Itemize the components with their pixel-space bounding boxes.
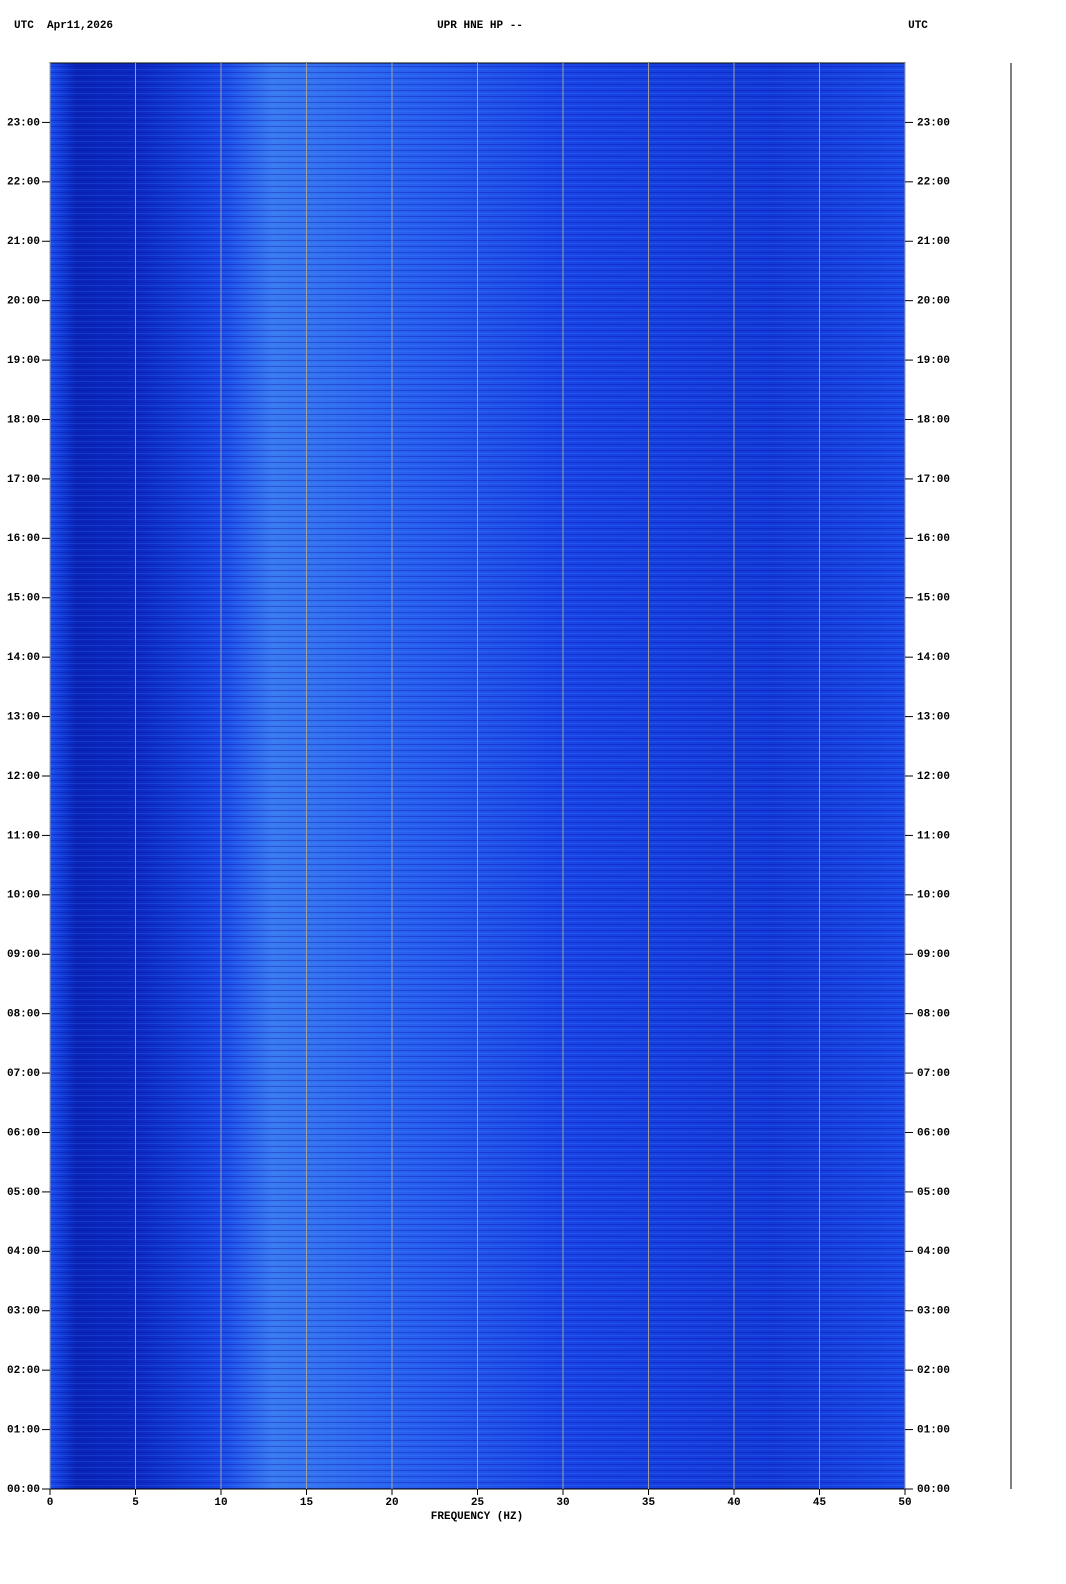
header-left: UTC Apr11,2026 <box>14 20 113 32</box>
y-tick-label: 05:00 <box>917 1187 950 1199</box>
y-tick-label: 07:00 <box>7 1068 40 1080</box>
y-tick-label: 02:00 <box>7 1365 40 1377</box>
y-tick-label: 07:00 <box>917 1068 950 1080</box>
y-tick-label: 10:00 <box>917 890 950 902</box>
y-tick-label: 09:00 <box>917 949 950 961</box>
y-tick-label: 15:00 <box>917 593 950 605</box>
y-tick-label: 00:00 <box>7 1484 40 1496</box>
x-tick-label: 35 <box>642 1497 656 1509</box>
y-tick-label: 17:00 <box>7 474 40 486</box>
y-tick-label: 15:00 <box>7 593 40 605</box>
y-tick-label: 20:00 <box>917 296 950 308</box>
y-tick-label: 16:00 <box>7 533 40 545</box>
y-tick-label: 01:00 <box>917 1424 950 1436</box>
y-tick-label: 23:00 <box>917 117 950 129</box>
y-tick-label: 00:00 <box>917 1484 950 1496</box>
y-tick-label: 16:00 <box>917 533 950 545</box>
x-tick-label: 10 <box>214 1497 227 1509</box>
y-tick-label: 06:00 <box>7 1127 40 1139</box>
y-tick-label: 09:00 <box>7 949 40 961</box>
x-tick-label: 40 <box>727 1497 740 1509</box>
y-tick-label: 11:00 <box>7 830 40 842</box>
y-tick-label: 14:00 <box>7 652 40 664</box>
y-tick-label: 18:00 <box>7 414 40 426</box>
y-tick-label: 12:00 <box>7 771 40 783</box>
x-axis-label: FREQUENCY (HZ) <box>431 1511 523 1523</box>
x-tick-label: 45 <box>813 1497 827 1509</box>
x-tick-label: 30 <box>556 1497 569 1509</box>
y-tick-label: 13:00 <box>917 711 950 723</box>
y-tick-label: 22:00 <box>917 177 950 189</box>
y-tick-label: 17:00 <box>917 474 950 486</box>
y-tick-label: 19:00 <box>917 355 950 367</box>
y-tick-label: 22:00 <box>7 177 40 189</box>
y-tick-label: 02:00 <box>917 1365 950 1377</box>
y-tick-label: 11:00 <box>917 830 950 842</box>
y-tick-label: 06:00 <box>917 1127 950 1139</box>
y-tick-label: 03:00 <box>7 1306 40 1318</box>
chart-title: UPR HNE HP -- <box>437 20 523 32</box>
header-right: UTC <box>908 20 928 32</box>
x-tick-label: 25 <box>471 1497 485 1509</box>
y-tick-label: 23:00 <box>7 117 40 129</box>
x-tick-label: 15 <box>300 1497 314 1509</box>
y-tick-label: 12:00 <box>917 771 950 783</box>
y-tick-label: 03:00 <box>917 1306 950 1318</box>
y-tick-label: 21:00 <box>917 236 950 248</box>
y-tick-label: 05:00 <box>7 1187 40 1199</box>
y-tick-label: 08:00 <box>917 1009 950 1021</box>
y-tick-label: 21:00 <box>7 236 40 248</box>
y-tick-label: 20:00 <box>7 296 40 308</box>
y-tick-label: 04:00 <box>917 1246 950 1258</box>
y-tick-label: 19:00 <box>7 355 40 367</box>
y-tick-label: 10:00 <box>7 890 40 902</box>
y-tick-label: 08:00 <box>7 1009 40 1021</box>
y-tick-label: 13:00 <box>7 711 40 723</box>
y-tick-label: 14:00 <box>917 652 950 664</box>
y-tick-label: 01:00 <box>7 1424 40 1436</box>
x-tick-label: 0 <box>47 1497 54 1509</box>
y-tick-label: 04:00 <box>7 1246 40 1258</box>
x-tick-label: 50 <box>898 1497 911 1509</box>
x-tick-label: 20 <box>385 1497 398 1509</box>
y-tick-label: 18:00 <box>917 414 950 426</box>
x-tick-label: 5 <box>132 1497 139 1509</box>
